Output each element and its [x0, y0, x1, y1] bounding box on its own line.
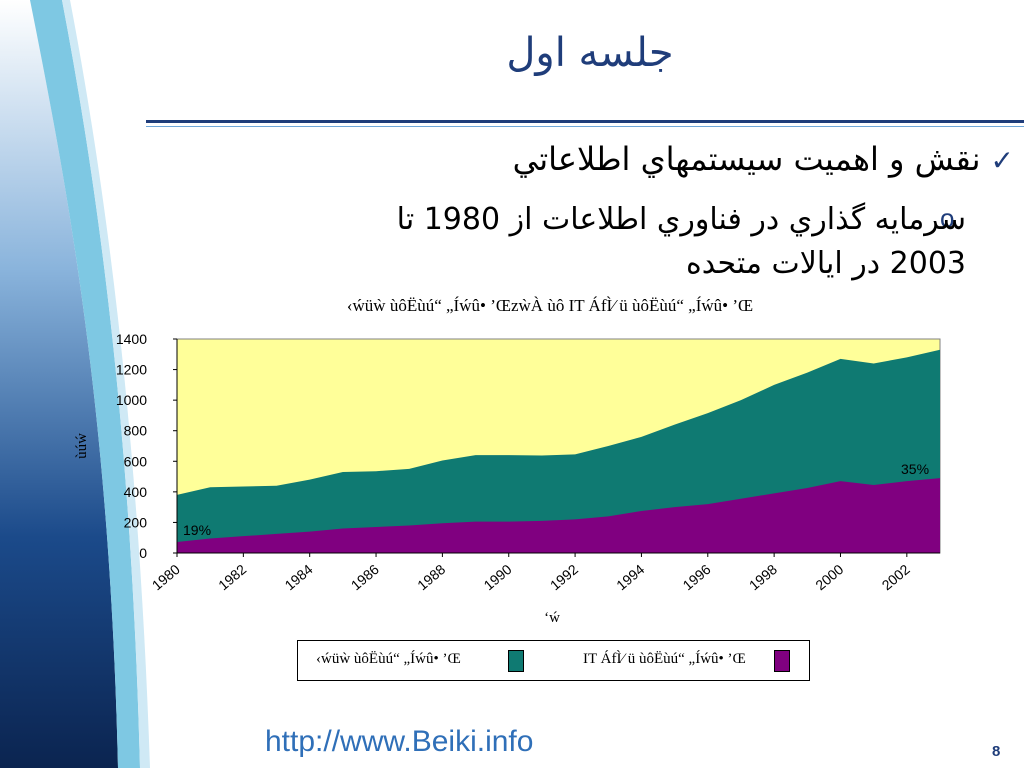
- data-label-2003: 35%: [901, 461, 929, 477]
- footer-link[interactable]: http://www.Beiki.info: [265, 725, 534, 758]
- x-tick-label: 2002: [879, 561, 913, 593]
- legend-swatch-total: [508, 650, 524, 672]
- legend-label-total: ‹ẃüẁ ùôËùú“ „Íẃû• ’Œ: [316, 651, 461, 667]
- x-tick-label: 1980: [149, 561, 183, 593]
- y-axis-label: ùúẃ: [74, 433, 90, 459]
- title-divider-thin: [146, 126, 1024, 127]
- series-area-2: [177, 478, 940, 553]
- x-tick-label: 1984: [281, 561, 315, 593]
- data-label-1980: 19%: [183, 522, 211, 538]
- x-tick-label: 2000: [812, 561, 846, 593]
- x-tick-label: 1998: [746, 561, 780, 593]
- bullet-sub-line2: 2003 در ايالات متحده: [686, 246, 966, 281]
- sub-bullet-icon: o: [940, 203, 955, 233]
- y-tick-label: 800: [124, 423, 148, 439]
- left-decorative-band: [0, 0, 150, 768]
- x-tick-label: 1986: [348, 561, 382, 593]
- slide-title: جلسه اول: [506, 30, 674, 76]
- x-tick-label: 1996: [680, 561, 714, 593]
- y-tick-label: 200: [124, 514, 148, 530]
- bullet-main-text: نقش و اهميت سيستمهاي اطلاعاتي: [512, 140, 981, 178]
- x-tick-label: 1982: [215, 561, 249, 593]
- y-tick-label: 0: [139, 545, 147, 561]
- x-tick-label: 1990: [481, 561, 515, 593]
- x-tick-label: 1992: [547, 561, 581, 593]
- x-axis-label: ‘ẃ: [544, 610, 560, 626]
- y-tick-label: 600: [124, 453, 148, 469]
- bullet-sub: سرمايه گذاري در فناوري اطلاعات از 1980 ت…: [206, 198, 966, 286]
- chart-legend: ‹ẃüẁ ùôËùú“ „Íẃû• ’Œ IT ÁfÌ⁄ ü ùôËùú“ „Í…: [297, 640, 810, 681]
- y-tick-label: 1200: [116, 362, 147, 378]
- bullet-main: ✓ نقش و اهميت سيستمهاي اطلاعاتي: [374, 140, 1014, 178]
- title-divider: [146, 120, 1024, 123]
- y-tick-label: 400: [124, 484, 148, 500]
- bullet-sub-line1: سرمايه گذاري در فناوري اطلاعات از 1980 ت…: [396, 202, 966, 237]
- y-tick-label: 1400: [116, 331, 147, 347]
- chart: 0 200 400 600 800 1000 1200 1400 1980 1982 1984 198…: [74, 331, 941, 626]
- legend-swatch-it: [774, 650, 790, 672]
- checkmark-icon: ✓: [990, 144, 1014, 177]
- page-number: 8: [992, 743, 1001, 760]
- chart-title: ‹ẃüẁ ùôËùú“ „Íẃû• ’ŒzẁÀ ùô IT ÁfÌ⁄ ü ùôË…: [346, 296, 754, 315]
- x-tick-label: 1994: [613, 561, 647, 593]
- y-tick-label: 1000: [116, 392, 147, 408]
- legend-label-it: IT ÁfÌ⁄ ü ùôËùú“ „Íẃû• ’Œ: [583, 651, 746, 667]
- x-tick-label: 1988: [414, 561, 448, 593]
